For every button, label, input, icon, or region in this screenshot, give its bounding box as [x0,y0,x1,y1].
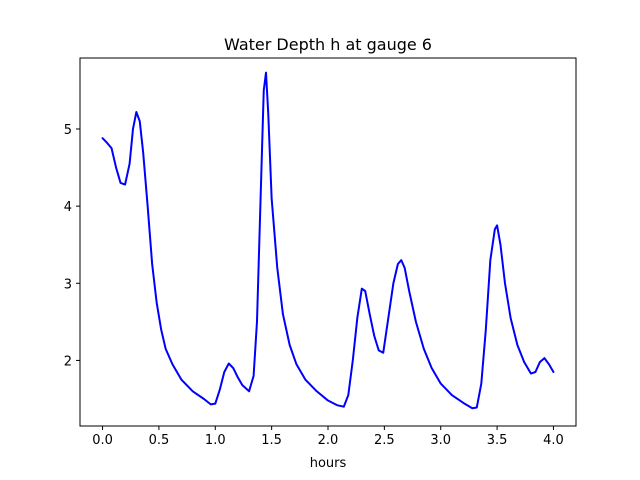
x-axis-label: hours [310,456,347,471]
y-tick-label: 5 [64,123,72,138]
y-tick-label: 2 [64,354,72,369]
x-tick-label: 0.5 [149,433,170,448]
x-tick-label: 3.0 [430,433,451,448]
chart-title: Water Depth h at gauge 6 [224,35,432,54]
series-line-0 [101,71,555,410]
y-tick-label: 3 [64,277,72,292]
x-tick-label: 2.5 [374,433,395,448]
x-tick-label: 3.5 [487,433,508,448]
y-tick-label: 4 [64,200,72,215]
x-tick-label: 1.5 [261,433,282,448]
x-tick-label: 4.0 [543,433,564,448]
plot-frame [79,57,577,427]
x-tick-label: 1.0 [205,433,226,448]
x-tick-label: 2.0 [318,433,339,448]
plot-area: 0.0 0.5 1.0 1.5 2.0 2.5 3.0 3.5 4.0 2 3 4 5 [64,57,577,448]
x-tick-label: 0.0 [92,433,113,448]
